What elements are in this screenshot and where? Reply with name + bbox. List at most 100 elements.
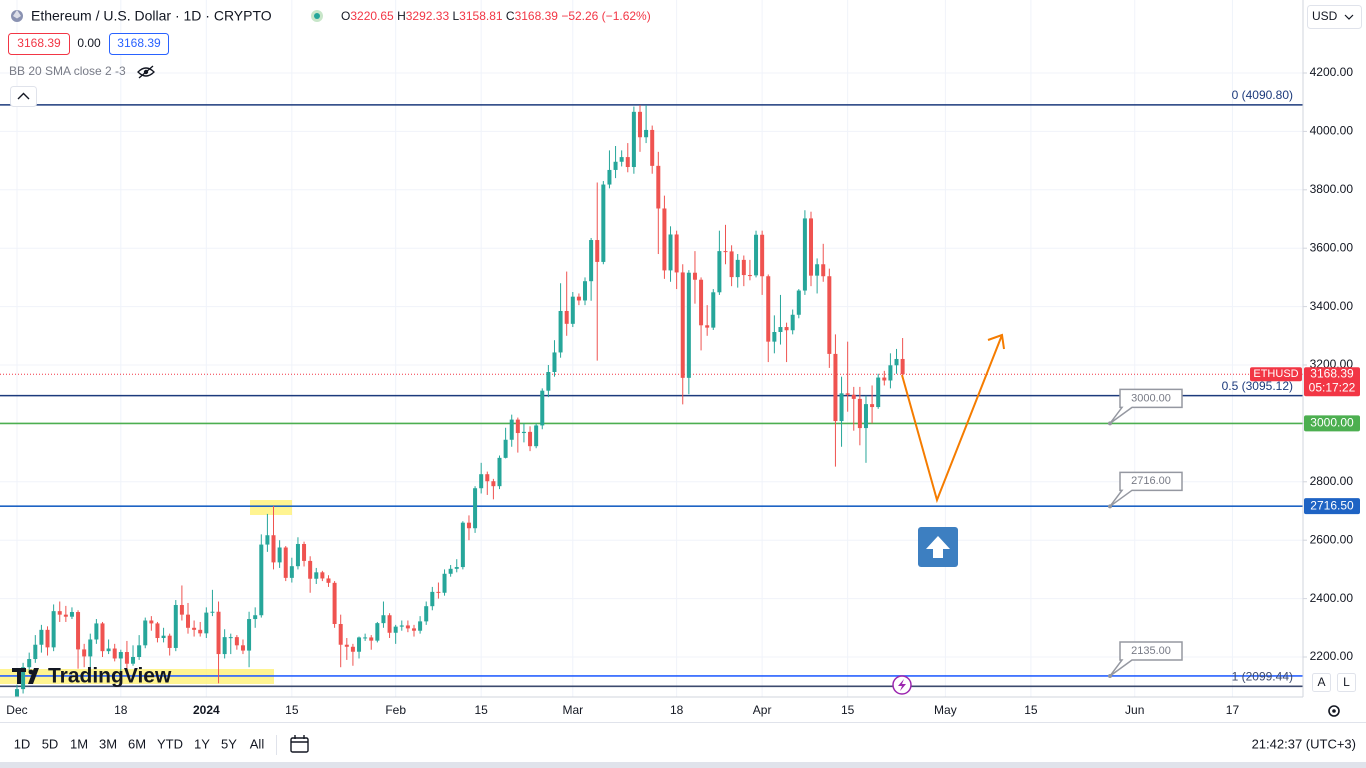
log-scale-button[interactable] — [1337, 673, 1356, 692]
x-tick-label: Mar — [562, 703, 583, 717]
x-tick-label: 18 — [670, 703, 684, 717]
candle-body — [870, 404, 875, 408]
range-button[interactable]: 1D — [14, 736, 31, 751]
range-button[interactable]: All — [250, 736, 265, 751]
ohlc-key: O — [341, 9, 350, 23]
candle-body — [14, 689, 19, 697]
clock: 21:42:37 (UTC+3) — [1252, 736, 1356, 751]
candle-body — [631, 111, 636, 168]
candle-body — [552, 352, 557, 373]
candle-body — [637, 111, 642, 138]
candle-body — [570, 296, 575, 324]
candle-body — [112, 648, 117, 659]
candle-body — [344, 644, 349, 647]
collapse-chevron — [17, 92, 30, 100]
candle-body — [192, 627, 197, 630]
candle-body — [265, 535, 270, 545]
fib-label: 1 (2099.44) — [1232, 670, 1293, 684]
candle-body — [442, 573, 447, 593]
collapse-button[interactable] — [10, 86, 37, 107]
levels — [0, 104, 1303, 688]
candle-body — [705, 325, 710, 328]
visibility-icon[interactable] — [137, 65, 155, 79]
candle-body — [625, 157, 630, 168]
candle-body — [668, 234, 673, 271]
level-badge-label: 2716.50 — [1310, 498, 1354, 512]
range-button[interactable]: 5D — [42, 736, 59, 751]
candle-body — [411, 628, 416, 631]
candle-body — [576, 296, 581, 301]
candle-body — [363, 637, 368, 639]
callout-box — [1109, 471, 1183, 507]
y-tick-label: 2400.00 — [1310, 591, 1354, 605]
currency-chevron — [1344, 14, 1354, 20]
candle-body — [124, 652, 129, 664]
candle-body — [338, 624, 343, 645]
candle-body — [350, 646, 355, 652]
candle-body — [63, 614, 68, 617]
candle-body — [204, 612, 209, 634]
projection-path — [901, 334, 1003, 504]
x-tick-label: 15 — [841, 703, 855, 717]
ohlc-value: 3220.65 — [350, 9, 394, 23]
candle-body — [601, 184, 606, 262]
candle-body — [149, 620, 154, 624]
candle-body — [460, 522, 465, 568]
candle-body — [393, 626, 398, 633]
candle-body — [802, 218, 807, 291]
candle-body — [650, 129, 655, 166]
level-badge — [1304, 498, 1360, 515]
sell-button[interactable] — [8, 33, 70, 55]
candle-body — [436, 591, 441, 593]
candle-body — [405, 625, 410, 629]
candle-body — [607, 169, 612, 185]
candle-body — [754, 234, 759, 276]
date-range-icon[interactable] — [290, 735, 309, 753]
range-button[interactable]: 1Y — [194, 736, 210, 751]
candle-body — [644, 129, 649, 138]
buy-button[interactable] — [109, 33, 169, 55]
candle-body — [784, 327, 789, 331]
candle-body — [857, 398, 862, 429]
up-arrow-shape — [926, 536, 950, 558]
candle-body — [302, 543, 307, 561]
candle-body — [888, 365, 893, 381]
candle-body — [821, 264, 826, 277]
level-badge-label: 3000.00 — [1310, 416, 1354, 430]
range-button[interactable]: 6M — [128, 736, 146, 751]
candle-body — [521, 431, 526, 434]
spread: 0.00 — [77, 36, 101, 50]
candle-body — [851, 394, 856, 399]
candle-body — [692, 272, 697, 280]
candle-body — [222, 637, 227, 655]
candle-body — [815, 264, 820, 276]
range-button[interactable]: 5Y — [221, 736, 237, 751]
candle-body — [45, 629, 50, 648]
candle-body — [711, 292, 716, 328]
x-tick-label: 18 — [114, 703, 128, 717]
candle-body — [454, 567, 459, 569]
candle-body — [27, 659, 32, 668]
callout-box — [1109, 388, 1183, 425]
range-button[interactable]: YTD — [157, 736, 183, 751]
candle-body — [747, 275, 752, 277]
candle-body — [131, 656, 136, 664]
callouts: 0 (4090.80) 0.5 (3095.12) 1 (2099.44) 3000.… — [1108, 88, 1293, 684]
candle-body — [424, 606, 429, 622]
ohlc-key: C — [506, 9, 515, 23]
candle-body — [430, 591, 435, 607]
settings-icon[interactable] — [1328, 705, 1340, 717]
range-button[interactable]: 1M — [70, 736, 88, 751]
logo — [12, 668, 39, 684]
y-tick-label: 2600.00 — [1310, 532, 1354, 546]
candle-body — [833, 353, 838, 422]
range-button[interactable]: 3M — [99, 736, 117, 751]
ohlc-key: L — [452, 9, 459, 23]
auto-scale-button[interactable] — [1312, 673, 1331, 692]
candle-body — [277, 547, 282, 563]
y-tick-label: 3600.00 — [1310, 240, 1354, 254]
currency-select[interactable] — [1307, 5, 1362, 29]
candle-body — [589, 240, 594, 282]
market-status-dot — [314, 13, 320, 19]
